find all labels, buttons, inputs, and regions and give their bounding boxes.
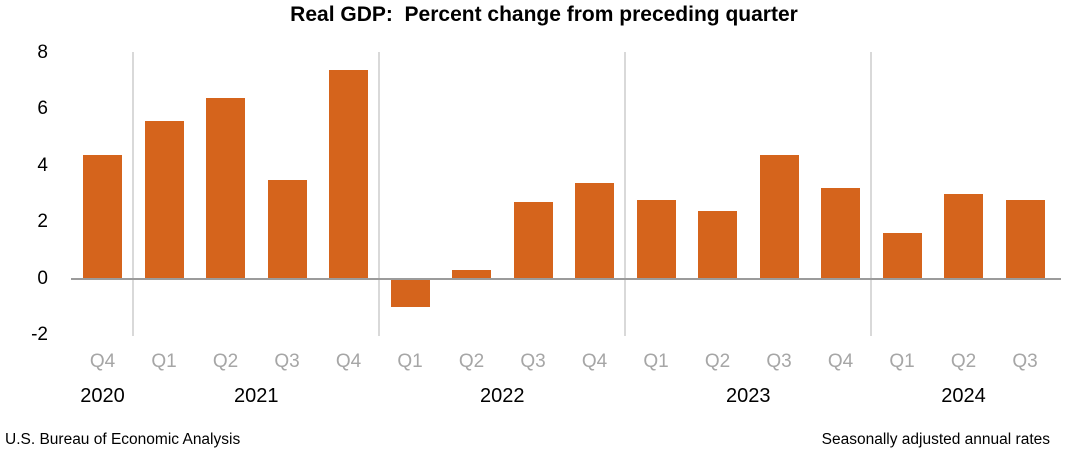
bar-2021-Q3	[267, 179, 307, 279]
x-tick-label: Q4	[827, 351, 854, 372]
x-tick-label: Q3	[274, 351, 300, 372]
x-tick-label: Q3	[520, 351, 546, 372]
bar-2023-Q1	[636, 199, 676, 279]
year-separator-line	[870, 52, 873, 336]
bar-2022-Q3	[513, 202, 553, 279]
year-separator-line	[132, 52, 135, 336]
bar-2021-Q1	[144, 120, 184, 279]
bar-2023-Q2	[698, 210, 737, 279]
x-tick-label: Q2	[704, 351, 731, 372]
bar-2021-Q2	[206, 98, 245, 279]
year-label: 2020	[80, 385, 125, 407]
source-note: U.S. Bureau of Economic Analysis	[5, 431, 241, 448]
year-separator-line	[378, 52, 381, 336]
x-tick-label: Q1	[643, 351, 669, 372]
y-tick-label: 6	[37, 98, 48, 120]
year-label: 2023	[726, 385, 771, 407]
x-tick-label: Q4	[581, 351, 608, 372]
x-tick-label: Q4	[335, 351, 362, 372]
year-label: 2024	[941, 385, 986, 407]
x-axis-line	[71, 278, 1061, 280]
year-label: 2022	[480, 385, 525, 407]
y-tick-label: 4	[37, 154, 48, 176]
bar-2023-Q4	[821, 188, 860, 279]
bar-2020-Q4	[83, 154, 122, 279]
bar-2021-Q4	[329, 69, 368, 279]
bar-2022-Q2	[452, 270, 491, 279]
x-tick-label: Q1	[397, 351, 423, 372]
bar-2024-Q1	[882, 233, 922, 279]
x-tick-label: Q1	[889, 351, 915, 372]
bar-2024-Q2	[944, 194, 983, 279]
year-separator-line	[624, 52, 627, 336]
x-tick-label: Q1	[151, 351, 177, 372]
bar-2024-Q3	[1005, 199, 1045, 279]
x-tick-label: Q3	[766, 351, 792, 372]
chart-title: Real GDP: Percent change from preceding …	[290, 3, 798, 26]
y-tick-label: 0	[37, 267, 48, 289]
bar-2023-Q3	[759, 154, 799, 279]
y-tick-label: 2	[37, 211, 48, 233]
x-tick-label: Q3	[1012, 351, 1038, 372]
x-tick-label: Q2	[458, 351, 485, 372]
bar-2022-Q1	[390, 278, 430, 307]
x-tick-label: Q2	[950, 351, 977, 372]
rates-note: Seasonally adjusted annual rates	[821, 431, 1050, 448]
x-tick-label: Q4	[89, 351, 116, 372]
year-label: 2021	[234, 385, 279, 407]
y-tick-label: -2	[31, 324, 48, 345]
y-tick-label: 8	[37, 42, 48, 63]
x-tick-label: Q2	[212, 351, 239, 372]
bar-2022-Q4	[575, 182, 614, 279]
